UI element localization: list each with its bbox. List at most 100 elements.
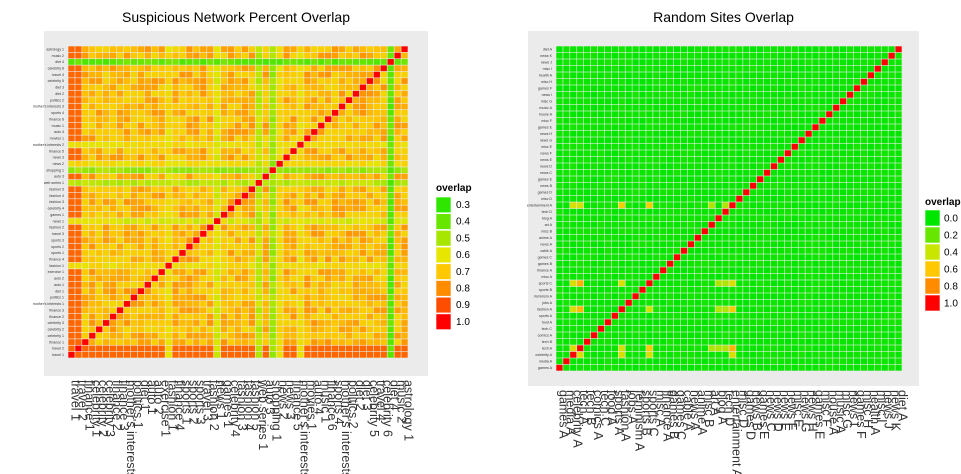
heatmap-cell	[262, 71, 269, 78]
heatmap-cell	[345, 205, 353, 212]
heatmap-cell	[694, 78, 702, 85]
heatmap-cell	[750, 202, 757, 209]
heatmap-cell	[68, 256, 75, 263]
heatmap-cell	[116, 186, 124, 193]
heatmap-cell	[214, 307, 221, 314]
heatmap-cell	[694, 182, 702, 189]
heatmap-cell	[102, 78, 110, 84]
heatmap-cell	[701, 124, 708, 131]
heatmap-cell	[262, 224, 269, 231]
heatmap-cell	[89, 84, 96, 91]
heatmap-cell	[874, 338, 881, 345]
heatmap-cell	[556, 189, 563, 196]
heatmap-cell	[359, 320, 367, 326]
heatmap-cell	[338, 154, 346, 161]
heatmap-cell	[359, 294, 367, 301]
heatmap-cell	[144, 288, 151, 295]
heatmap-cell	[241, 192, 249, 199]
heatmap-cell	[750, 358, 757, 365]
heatmap-cell	[708, 163, 715, 170]
heatmap-cell	[812, 143, 819, 150]
heatmap-cell	[366, 230, 374, 237]
heatmap-cell	[200, 154, 207, 161]
heatmap-cell	[736, 351, 743, 358]
heatmap-cell	[262, 339, 269, 345]
heatmap-cell	[694, 130, 702, 137]
heatmap-cell	[172, 307, 179, 314]
heatmap-cell	[366, 345, 374, 352]
heatmap-cell	[200, 250, 207, 256]
heatmap-cell	[784, 351, 791, 358]
heatmap-cell	[96, 97, 103, 104]
heatmap-cell	[673, 143, 681, 150]
heatmap-cell	[611, 215, 618, 222]
y-tick-label: celebrity 6	[48, 66, 64, 70]
heatmap-cell	[874, 280, 881, 287]
heatmap-cell	[311, 65, 318, 72]
heatmap-cell	[352, 46, 360, 53]
heatmap-cell	[352, 52, 360, 59]
heatmap-cell	[75, 224, 82, 231]
heatmap-cell	[736, 104, 743, 111]
heatmap-cell	[639, 221, 646, 228]
heatmap-cell	[632, 228, 639, 235]
heatmap-cell	[701, 267, 708, 274]
heatmap-cell	[290, 313, 297, 320]
heatmap-cell	[750, 345, 757, 352]
heatmap-cell	[784, 267, 791, 274]
heatmap-cell	[102, 65, 110, 72]
heatmap-cell	[200, 332, 207, 339]
heatmap-cell	[109, 148, 117, 154]
heatmap-cell	[895, 254, 902, 261]
heatmap-cell	[729, 280, 736, 287]
heatmap-cell	[673, 332, 681, 339]
heatmap-cell	[777, 364, 785, 371]
heatmap-cell	[881, 338, 888, 345]
heatmap-cell	[812, 91, 819, 98]
heatmap-cell	[729, 104, 736, 111]
heatmap-cell	[660, 202, 667, 209]
heatmap-cell	[241, 90, 249, 97]
heatmap-cell	[297, 345, 304, 352]
heatmap-cell	[604, 150, 612, 157]
heatmap-cell	[241, 141, 249, 148]
heatmap-cell	[172, 52, 179, 59]
heatmap-cell	[660, 130, 667, 137]
heatmap-cell	[200, 84, 207, 91]
heatmap-cell	[736, 338, 743, 345]
heatmap-cell	[583, 150, 591, 157]
heatmap-cell	[673, 319, 681, 326]
heatmap-cell	[214, 122, 221, 129]
heatmap-cell	[214, 269, 221, 275]
heatmap-cell	[660, 189, 667, 196]
heatmap-cell	[653, 163, 660, 170]
heatmap-cell	[687, 163, 695, 170]
heatmap-cell	[276, 59, 283, 65]
heatmap-cell	[193, 250, 200, 256]
heatmap-cell	[888, 280, 895, 287]
heatmap-cell	[819, 78, 826, 85]
heatmap-cell	[673, 254, 681, 261]
heatmap-cell	[220, 135, 228, 142]
heatmap-cell	[867, 85, 875, 92]
heatmap-cell	[750, 247, 757, 254]
heatmap-cell	[262, 141, 269, 148]
heatmap-cell	[805, 85, 812, 92]
heatmap-cell	[750, 312, 757, 319]
heatmap-cell	[833, 85, 840, 92]
heatmap-cell	[812, 52, 819, 59]
heatmap-cell	[756, 117, 764, 124]
heatmap-cell	[853, 143, 861, 150]
heatmap-cell	[687, 195, 695, 202]
heatmap-cell	[577, 59, 584, 66]
heatmap-cell	[151, 243, 158, 250]
heatmap-cell	[151, 141, 158, 148]
heatmap-cell	[673, 156, 681, 163]
heatmap-cell	[660, 52, 667, 59]
heatmap-cell	[102, 211, 110, 218]
heatmap-cell	[193, 192, 200, 199]
heatmap-cell	[881, 163, 888, 170]
heatmap-cell	[597, 52, 605, 59]
heatmap-cell	[75, 109, 82, 116]
heatmap-cell	[577, 247, 584, 254]
